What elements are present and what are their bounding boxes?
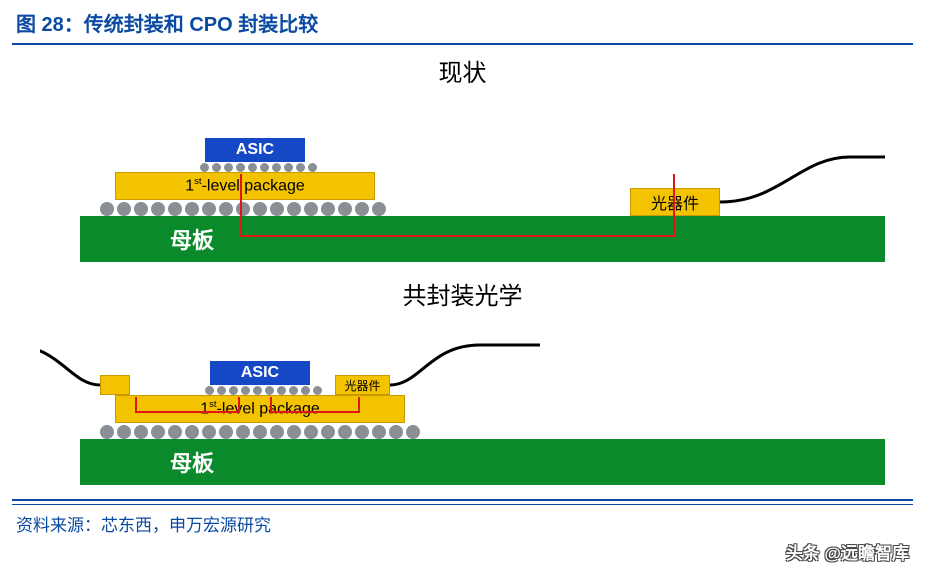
- fiber-right: [40, 92, 885, 262]
- footer-rule-top: [12, 499, 913, 501]
- section-label-cpo: 共封装光学: [0, 276, 925, 311]
- source-line: 资料来源：芯东西，申万宏源研究: [0, 505, 925, 536]
- diagram-cpo: 母板1st-level packageASIC光器件: [40, 315, 885, 485]
- header-rule: [12, 43, 913, 45]
- diagram-current: 母板1st-level packageASIC光器件: [40, 92, 885, 262]
- fiber-pair: [40, 315, 885, 485]
- figure-title: 图 28：传统封装和 CPO 封装比较: [0, 0, 925, 43]
- watermark: 头条 @远瞻智库: [786, 539, 909, 564]
- section-label-current: 现状: [0, 53, 925, 88]
